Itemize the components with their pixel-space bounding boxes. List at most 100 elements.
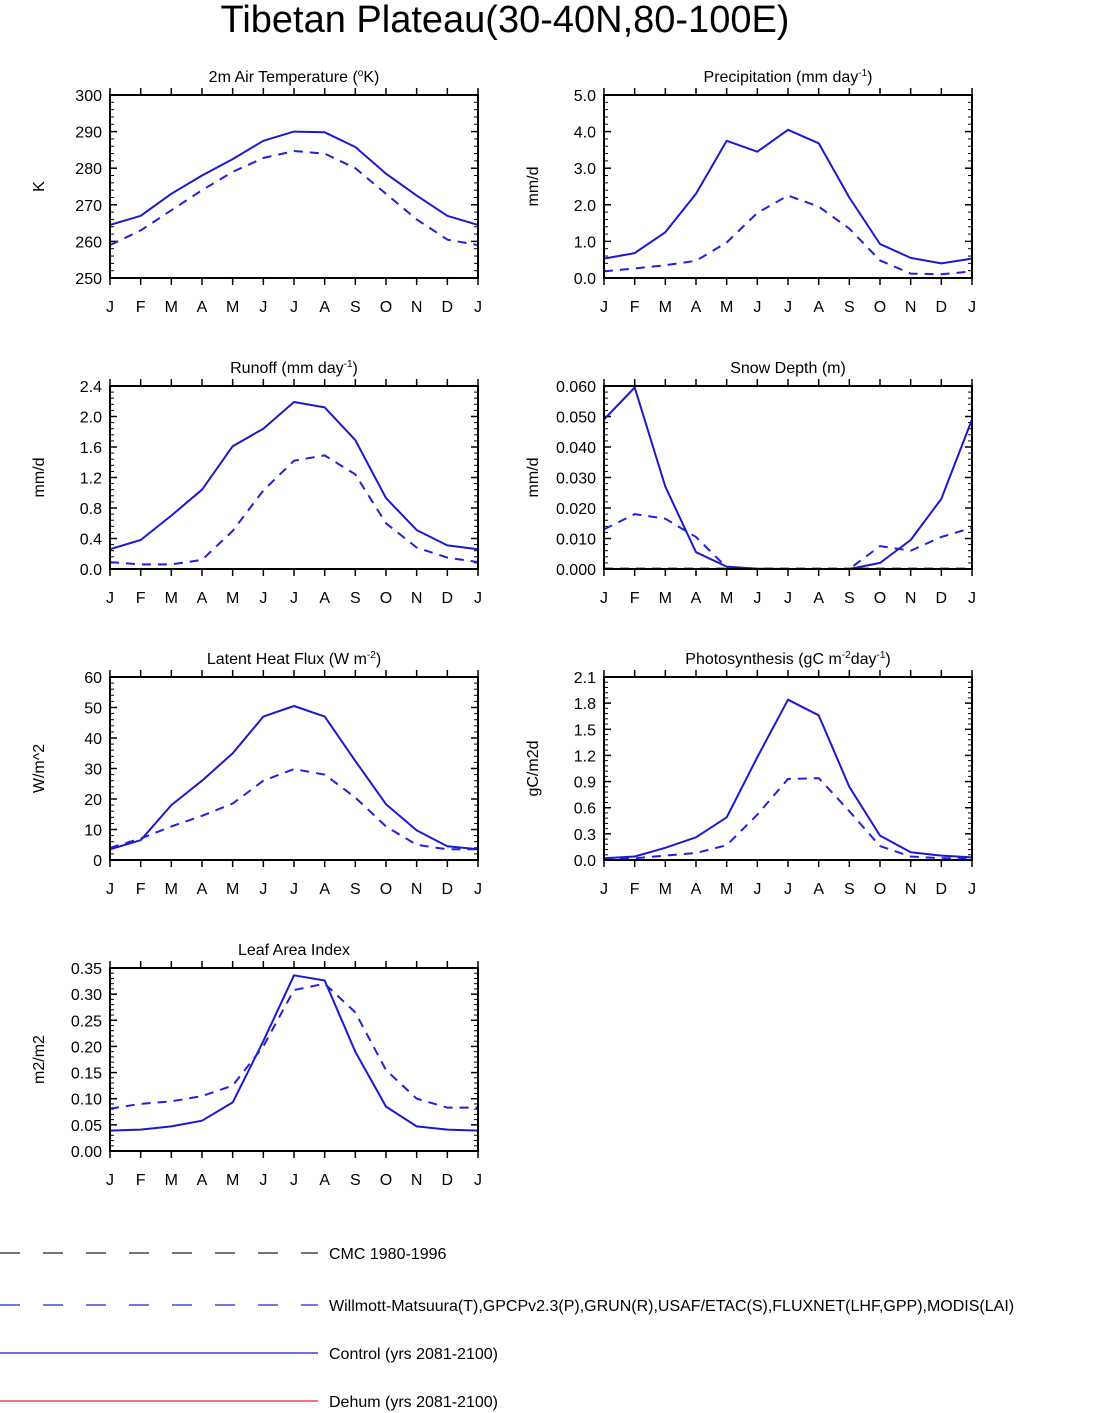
x-tick-label: J	[474, 881, 482, 898]
x-tick-label: J	[600, 590, 608, 607]
x-tick-label: J	[290, 881, 298, 898]
x-tick-label: M	[659, 881, 672, 898]
x-tick-label: F	[630, 881, 640, 898]
x-tick-label: A	[813, 299, 824, 316]
x-tick-label: M	[720, 299, 733, 316]
x-tick-label: S	[844, 590, 855, 607]
x-tick-label: A	[197, 590, 208, 607]
y-tick-label: 2.0	[80, 410, 102, 427]
x-tick-label: A	[319, 881, 330, 898]
x-tick-label: S	[350, 1172, 361, 1189]
x-tick-label: J	[259, 590, 267, 607]
x-tick-label: M	[165, 881, 178, 898]
x-tick-label: F	[136, 881, 146, 898]
y-tick-label: 0.6	[574, 801, 596, 818]
chart-panel: Precipitation (mm day-1) mm/d 0.0 1.0 2.0 3.0…	[525, 68, 976, 316]
x-tick-label: D	[936, 299, 948, 316]
x-tick-label: A	[197, 1172, 208, 1189]
series-line-observed	[109, 768, 478, 851]
y-tick-label: 1.2	[80, 471, 102, 488]
series-line-observed	[109, 150, 479, 247]
y-axis-label: mm/d	[525, 458, 542, 498]
x-tick-label: J	[474, 590, 482, 607]
x-tick-label: F	[136, 590, 146, 607]
x-tick-label: J	[106, 590, 114, 607]
y-axis-label: mm/d	[525, 167, 542, 207]
x-tick-label: J	[290, 299, 298, 316]
x-tick-label: S	[844, 881, 855, 898]
x-tick-label: J	[106, 299, 114, 316]
x-tick-label: S	[844, 299, 855, 316]
y-tick-label: 0.020	[556, 501, 596, 518]
y-tick-label: 0	[93, 853, 102, 870]
x-tick-label: S	[350, 590, 361, 607]
x-tick-label: A	[691, 590, 702, 607]
chart-panel: Leaf Area Index m2/m2 0.00 0.05 0.10 0.15 0.20…	[31, 942, 482, 1189]
chart-panel: Snow Depth (m) mm/d 0.000 0.010 0.020 0.030 0.…	[525, 360, 976, 607]
y-tick-label: 0.05	[71, 1118, 102, 1135]
x-tick-label: D	[442, 590, 454, 607]
y-tick-label: 0.0	[574, 853, 596, 870]
y-tick-label: 0.050	[556, 410, 596, 427]
y-tick-label: 0.20	[71, 1039, 102, 1056]
x-tick-label: J	[753, 881, 761, 898]
panel-title: Photosynthesis (gC m-2day-1)	[685, 650, 890, 668]
x-tick-label: N	[905, 299, 917, 316]
x-tick-label: J	[474, 1172, 482, 1189]
x-tick-label: S	[350, 881, 361, 898]
y-tick-label: 0.25	[71, 1013, 102, 1030]
y-tick-label: 0.35	[71, 961, 102, 978]
legend-item: Willmott-Matsuura(T),GPCPv2.3(P),GRUN(R)…	[0, 1298, 1014, 1315]
y-tick-label: 0.060	[556, 379, 596, 396]
y-tick-label: 0.040	[556, 440, 596, 457]
x-tick-label: A	[813, 881, 824, 898]
plot-frame	[603, 94, 973, 279]
legend-item: CMC 1980-1996	[0, 1246, 447, 1263]
x-tick-label: J	[968, 590, 976, 607]
y-tick-label: 0.8	[80, 501, 102, 518]
x-tick-label: D	[442, 1172, 454, 1189]
y-tick-label: 290	[75, 125, 102, 142]
panel-title: Snow Depth (m)	[730, 360, 846, 377]
x-tick-label: A	[691, 881, 702, 898]
legend-item: Control (yrs 2081-2100)	[0, 1346, 498, 1363]
y-tick-label: 0.0	[80, 562, 102, 579]
series-line-observed	[109, 454, 479, 566]
panel-title: Leaf Area Index	[238, 942, 350, 959]
y-tick-label: 30	[84, 762, 102, 779]
y-axis-label: gC/m2d	[525, 740, 542, 796]
y-tick-label: 270	[75, 198, 102, 215]
x-tick-label: M	[226, 590, 239, 607]
y-tick-label: 0.15	[71, 1066, 102, 1083]
panel-title: 2m Air Temperature (oK)	[209, 68, 380, 86]
y-tick-label: 2.4	[80, 379, 102, 396]
y-axis-label: K	[31, 181, 48, 192]
x-tick-label: M	[165, 590, 178, 607]
x-tick-label: J	[968, 299, 976, 316]
series-line-observed	[603, 513, 973, 570]
chart-panel: Runoff (mm day-1) mm/d 0.0 0.4 0.8 1.2 1.6 2.0 2…	[31, 359, 482, 607]
x-tick-label: J	[259, 881, 267, 898]
x-tick-label: J	[290, 1172, 298, 1189]
series-line-control	[109, 705, 479, 851]
x-tick-label: F	[630, 299, 640, 316]
x-tick-label: N	[411, 299, 423, 316]
x-tick-label: J	[106, 1172, 114, 1189]
x-tick-label: J	[600, 881, 608, 898]
y-tick-label: 1.6	[80, 440, 102, 457]
y-axis-label: mm/d	[31, 458, 48, 498]
y-tick-label: 0.030	[556, 471, 596, 488]
x-tick-label: A	[319, 1172, 330, 1189]
y-tick-label: 0.0	[574, 271, 596, 288]
x-tick-label: N	[411, 590, 423, 607]
x-tick-label: J	[290, 590, 298, 607]
x-tick-label: M	[659, 590, 672, 607]
x-tick-label: M	[720, 590, 733, 607]
y-tick-label: 5.0	[574, 88, 596, 105]
series-line-control	[603, 386, 973, 570]
y-tick-label: 0.010	[556, 532, 596, 549]
y-tick-label: 4.0	[574, 125, 596, 142]
x-tick-label: M	[226, 1172, 239, 1189]
legend-item: Dehum (yrs 2081-2100)	[0, 1394, 498, 1411]
legend-label: Dehum (yrs 2081-2100)	[329, 1394, 498, 1411]
